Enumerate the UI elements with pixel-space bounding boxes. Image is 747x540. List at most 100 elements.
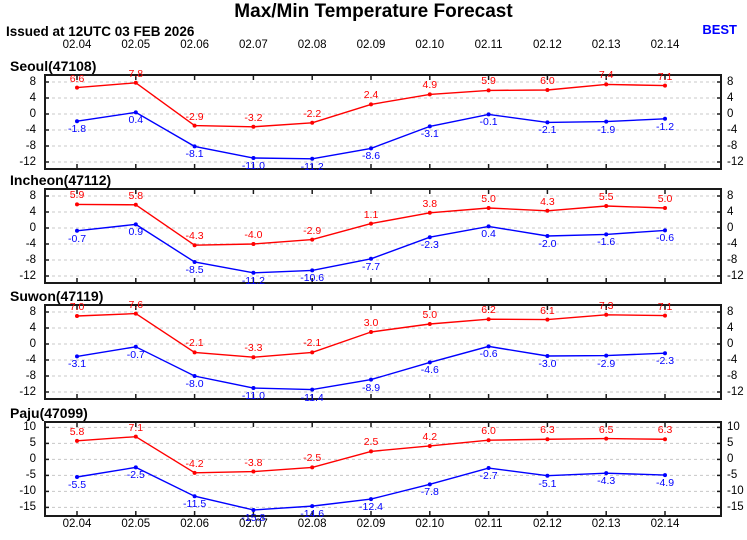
top-date-tick-02-10: 02.10 — [415, 39, 445, 51]
y-axis-label-left: -12 — [19, 386, 36, 398]
y-axis-label-right: -4 — [727, 354, 738, 366]
data-point-max — [75, 314, 79, 318]
bottom-date-axis: 02.04 02.05 02.06 02.07 02.08 02.09 02.10 02.11… — [0, 518, 747, 534]
y-axis-label-left: 0 — [29, 222, 36, 234]
data-point-min — [75, 354, 79, 359]
value-label-min: -10.6 — [300, 272, 325, 285]
data-point-max — [663, 206, 667, 210]
y-axis-label-left: -10 — [19, 485, 36, 498]
data-point-min — [133, 344, 138, 349]
value-label-min: -1.2 — [655, 120, 675, 133]
top-date-tick-02-11: 02.11 — [474, 39, 503, 51]
value-label-max: 5.5 — [598, 191, 614, 203]
value-label-min: -11.0 — [241, 160, 265, 172]
data-point-max — [192, 470, 197, 475]
data-point-max — [369, 449, 373, 454]
top-date-tick-02-08: 02.08 — [297, 39, 327, 51]
data-point-min — [427, 124, 432, 129]
value-label-max: -4.2 — [185, 457, 204, 470]
value-label-max: 7.1 — [657, 300, 673, 313]
y-axis-label-left: -12 — [19, 156, 36, 168]
data-point-min — [604, 471, 609, 476]
chart-panel-incheon: Incheon(47112) 8 8 4 4 0 0 -4 -4 -8 -8 -12 -12 5.9 5.8… — [0, 172, 747, 287]
data-point-max — [133, 202, 138, 207]
value-label-min: 0.4 — [128, 114, 144, 127]
data-point-max — [604, 436, 609, 441]
value-label-max: -4.0 — [244, 229, 263, 241]
data-point-min — [251, 507, 256, 512]
value-label-max: -2.1 — [303, 337, 322, 350]
data-point-min — [192, 144, 197, 149]
data-point-max — [663, 313, 667, 318]
y-axis-label-left: 4 — [29, 92, 36, 104]
data-point-min — [663, 228, 667, 233]
data-point-min — [663, 116, 667, 121]
data-point-max — [251, 242, 256, 246]
value-label-min: -11.0 — [241, 390, 265, 402]
data-point-min — [251, 270, 256, 275]
value-label-max: -2.9 — [185, 110, 204, 123]
value-label-max: 7.1 — [128, 421, 144, 434]
value-label-max: 4.3 — [540, 195, 555, 208]
plot-canvas — [44, 421, 722, 517]
data-point-max — [133, 311, 138, 316]
y-axis-label-left: 8 — [29, 306, 36, 318]
value-label-min: -1.6 — [597, 236, 616, 249]
value-label-min: -11.2 — [300, 160, 324, 173]
bottom-date-tick-02-08: 02.08 — [297, 518, 327, 530]
value-label-max: -3.3 — [244, 342, 263, 355]
data-point-max — [75, 438, 79, 443]
data-point-max — [251, 355, 256, 360]
value-label-max: 7.8 — [128, 67, 144, 80]
y-axis-label-right: -4 — [727, 238, 738, 250]
data-point-max — [192, 123, 197, 128]
y-axis-label-right: 4 — [727, 206, 734, 218]
value-label-max: 3.8 — [422, 197, 438, 210]
y-axis-label-left: 10 — [23, 421, 36, 434]
value-label-max: 6.1 — [540, 304, 555, 317]
y-axis-label-right: -5 — [727, 469, 738, 482]
value-label-max: 2.4 — [363, 89, 379, 102]
value-label-min: -2.5 — [126, 469, 145, 482]
value-label-min: -7.8 — [420, 486, 439, 499]
value-label-min: -2.7 — [479, 470, 498, 483]
data-point-min — [251, 156, 256, 160]
data-point-max — [427, 322, 432, 326]
data-point-min — [133, 110, 138, 115]
data-point-min — [75, 475, 79, 479]
value-label-min: -8.5 — [185, 264, 204, 276]
plot-canvas — [44, 188, 722, 284]
y-axis-label-left: 8 — [29, 190, 36, 202]
data-point-max — [369, 102, 373, 107]
data-point-min — [486, 224, 491, 229]
top-date-tick-02-09: 02.09 — [356, 39, 386, 51]
data-point-max — [310, 350, 315, 355]
data-point-max — [310, 465, 315, 470]
data-point-max — [251, 124, 256, 129]
value-label-max: -2.2 — [303, 107, 322, 120]
value-label-min: -0.7 — [126, 348, 145, 361]
data-point-min — [427, 482, 432, 487]
top-date-tick-02-13: 02.13 — [591, 39, 621, 51]
data-point-min — [75, 119, 79, 124]
value-label-min: -2.3 — [420, 239, 439, 252]
value-label-min: -4.9 — [655, 477, 675, 490]
data-point-min — [133, 465, 138, 470]
issued-timestamp: Issued at 12UTC 03 FEB 2026 — [6, 24, 195, 39]
y-axis-label-right: -8 — [727, 140, 738, 152]
data-point-min — [427, 360, 432, 365]
data-point-min — [369, 256, 373, 261]
value-label-max: 3.0 — [363, 317, 379, 329]
data-point-min — [133, 222, 138, 227]
data-point-max — [369, 330, 373, 334]
panel-title: Seoul(47108) — [10, 58, 97, 74]
value-label-max: 6.3 — [540, 424, 555, 437]
value-label-min: -8.0 — [185, 378, 204, 390]
value-label-min: -0.1 — [479, 116, 498, 129]
value-label-min: -8.9 — [361, 381, 381, 394]
y-axis-label-left: 4 — [29, 322, 36, 334]
data-point-max — [486, 438, 491, 443]
y-axis-label-left: -4 — [25, 238, 36, 250]
y-axis-label-right: 0 — [727, 222, 734, 234]
